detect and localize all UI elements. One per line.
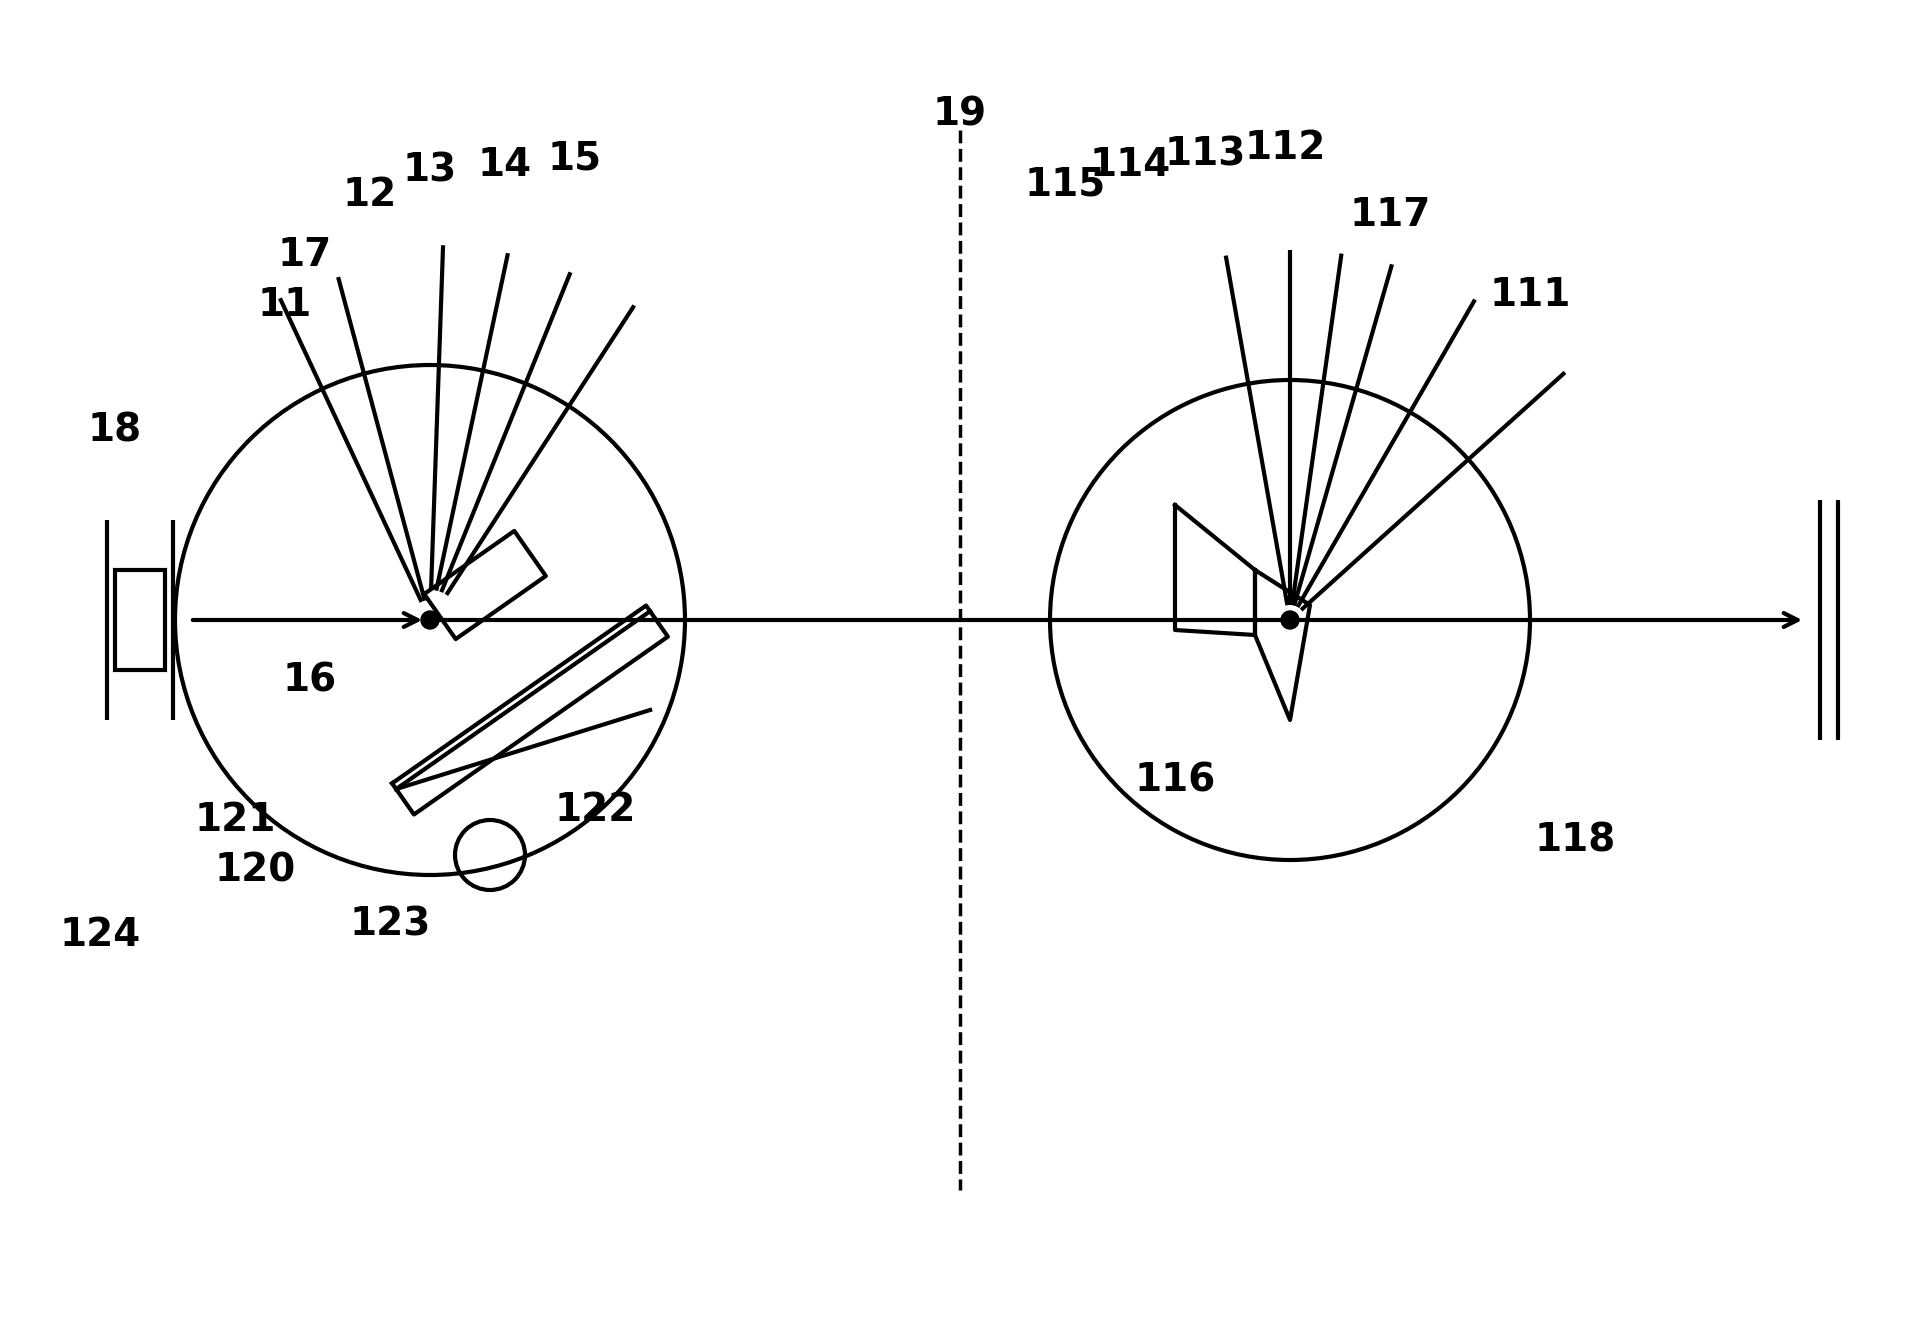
Text: 112: 112	[1244, 129, 1326, 167]
Text: 121: 121	[195, 801, 275, 840]
Text: 120: 120	[214, 851, 296, 890]
Text: 113: 113	[1164, 136, 1246, 174]
Text: 114: 114	[1089, 146, 1171, 185]
Text: 18: 18	[88, 411, 141, 449]
Text: 111: 111	[1489, 275, 1571, 314]
Text: 15: 15	[548, 138, 602, 177]
Text: 124: 124	[59, 916, 141, 954]
Text: 12: 12	[342, 177, 397, 214]
Circle shape	[420, 612, 440, 629]
Text: 13: 13	[403, 152, 457, 188]
Text: 115: 115	[1024, 166, 1106, 204]
Text: 118: 118	[1535, 821, 1615, 859]
Bar	[115, 569, 164, 670]
Text: 19: 19	[933, 96, 988, 134]
Text: 117: 117	[1349, 196, 1431, 235]
Circle shape	[1280, 612, 1299, 629]
Text: 11: 11	[258, 286, 311, 324]
Text: 123: 123	[350, 905, 430, 944]
Text: 116: 116	[1135, 760, 1215, 799]
Text: 122: 122	[554, 791, 636, 829]
Text: 14: 14	[478, 146, 531, 185]
Text: 16: 16	[283, 662, 336, 699]
Text: 17: 17	[277, 236, 333, 274]
